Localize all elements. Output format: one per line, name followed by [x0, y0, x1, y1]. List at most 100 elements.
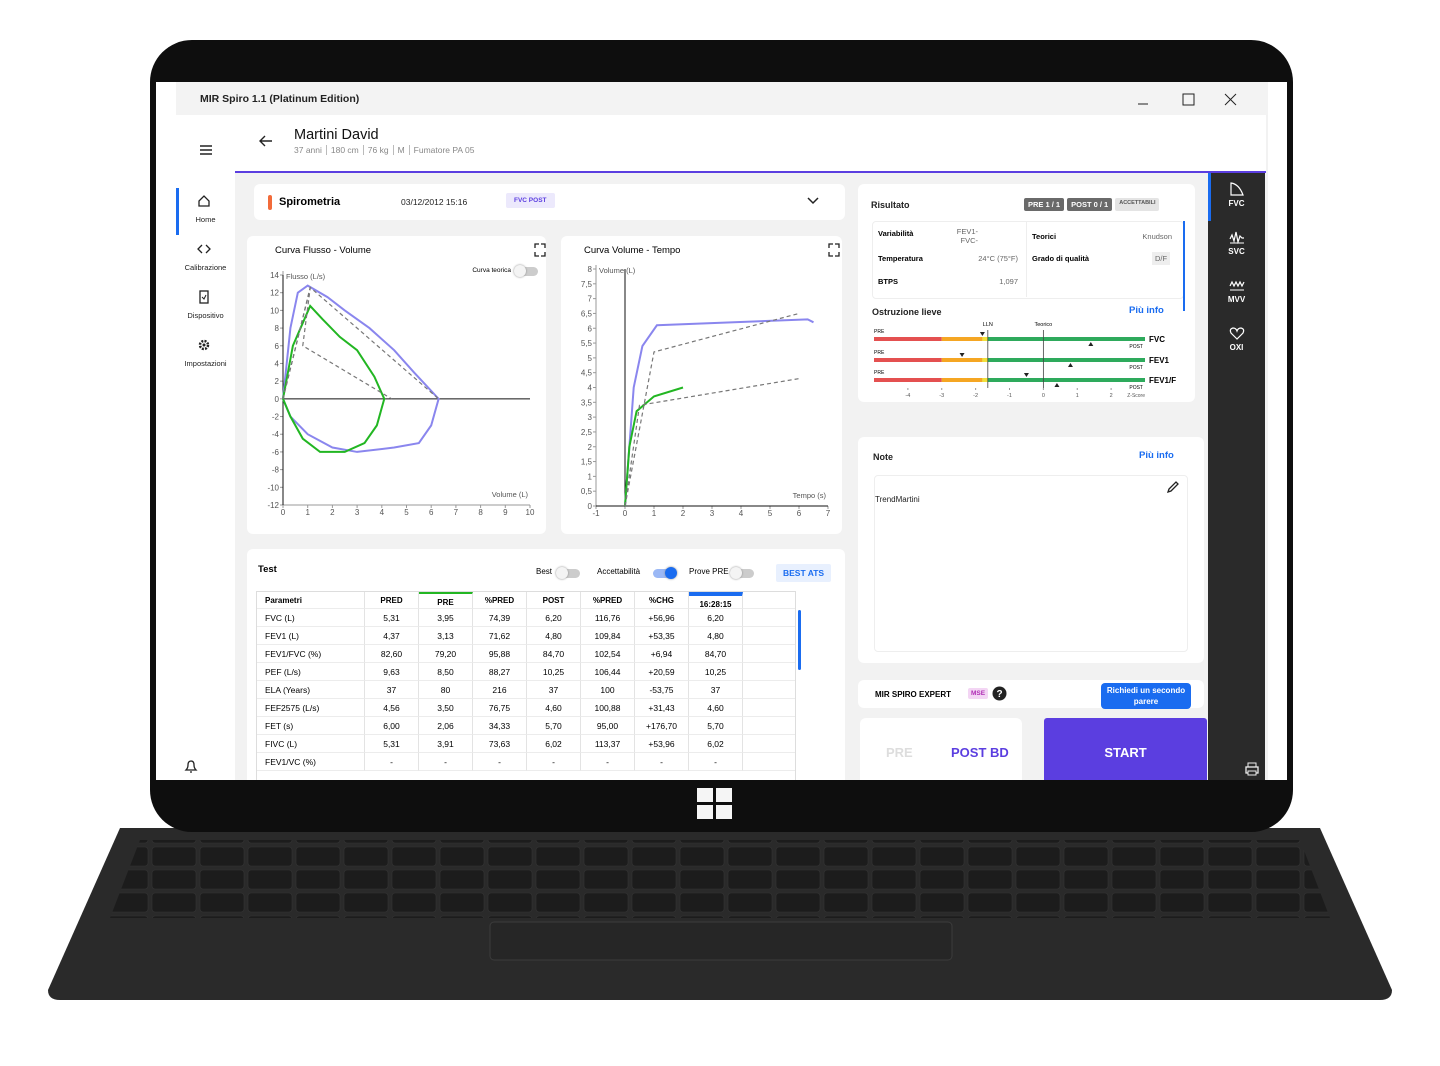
patient-name: Martini David — [294, 127, 379, 143]
bell-icon[interactable] — [184, 759, 198, 775]
z-row-label: FVC — [1149, 335, 1165, 344]
toggle[interactable] — [556, 567, 580, 579]
z-band-yellow — [982, 358, 988, 362]
tab-icon[interactable] — [1229, 230, 1245, 244]
table-cell: 116,76 — [581, 609, 635, 627]
nav-indicator — [176, 188, 179, 235]
x-tick-label: -1 — [592, 509, 600, 518]
table-cell: - — [527, 753, 581, 771]
pre-button[interactable]: PRE — [886, 745, 913, 760]
table-cell: +53,96 — [635, 735, 689, 753]
table-cell: 10,25 — [689, 663, 743, 681]
tab-icon[interactable] — [1229, 278, 1245, 292]
notes-box[interactable] — [874, 475, 1188, 652]
result-scrollbar — [1183, 221, 1185, 311]
tab-bar — [1208, 173, 1265, 780]
y-tick-label: 10 — [270, 306, 279, 315]
result-title: Risultato — [871, 200, 910, 210]
x-tick-label: 4 — [739, 509, 744, 518]
z-band-red — [874, 358, 942, 362]
table-cell: 37 — [365, 681, 419, 699]
table-cell: FVC (L) — [257, 609, 365, 627]
nav-label: Calibrazione — [184, 263, 227, 272]
table-cell — [743, 753, 795, 771]
table-cell: 3,50 — [419, 699, 473, 717]
table-cell: 10,25 — [527, 663, 581, 681]
expand-chevron[interactable] — [807, 197, 819, 205]
z-band-green — [987, 337, 1145, 341]
table-cell: - — [689, 753, 743, 771]
y-tick-label: 6 — [588, 324, 593, 333]
nav-icon[interactable] — [197, 338, 211, 352]
toggle[interactable] — [653, 567, 677, 579]
x-tick-label: 6 — [797, 509, 802, 518]
y-tick-label: 2 — [588, 443, 593, 452]
result-badge: POST 0 / 1 — [1067, 198, 1113, 211]
print-icon[interactable] — [1244, 762, 1260, 776]
z-post-marker — [1054, 383, 1060, 387]
z-band-orange — [941, 358, 983, 362]
table-cell: 106,44 — [581, 663, 635, 681]
edit-icon[interactable] — [1166, 480, 1180, 494]
back-arrow[interactable] — [259, 135, 273, 147]
x-tick-label: 2 — [330, 508, 335, 517]
x-axis-label: Volume (L) — [492, 490, 529, 499]
toggle-label: Best — [536, 567, 553, 576]
notes-link[interactable]: Più info — [1139, 450, 1174, 461]
table-cell: 8,50 — [419, 663, 473, 681]
z-post-label: POST — [1129, 344, 1143, 350]
z-band-red — [874, 378, 942, 382]
menu-icon[interactable] — [199, 144, 213, 156]
z-post-marker — [1088, 342, 1094, 346]
x-tick-label: 6 — [429, 508, 434, 517]
post-bd-button[interactable]: POST BD — [951, 745, 1009, 760]
nav-icon[interactable] — [197, 194, 211, 208]
table-header — [743, 592, 795, 609]
y-tick-label: -2 — [272, 413, 280, 422]
patient-detail: 37 anni — [294, 145, 322, 155]
z-band-green — [987, 358, 1145, 362]
y-tick-label: 8 — [275, 324, 280, 333]
table-cell: +176,70 — [635, 717, 689, 735]
tab-icon[interactable] — [1229, 326, 1245, 340]
toggle-curva-teorica[interactable] — [514, 265, 538, 277]
test-date: 03/12/2012 15:16 — [401, 197, 468, 207]
field-value: D/F — [1152, 252, 1170, 265]
table-cell — [743, 627, 795, 645]
nav-icon[interactable] — [197, 242, 211, 256]
table-cell — [743, 717, 795, 735]
z-reference-label: LLN — [983, 322, 993, 328]
header-line — [235, 171, 1266, 173]
result-link[interactable]: Più info — [1129, 305, 1164, 316]
y-tick-label: -10 — [267, 483, 279, 492]
table-cell: 79,20 — [419, 645, 473, 663]
tab-icon[interactable] — [1229, 182, 1245, 196]
table-cell: 3,91 — [419, 735, 473, 753]
result-badge: PRE 1 / 1 — [1024, 198, 1065, 211]
help-icon[interactable]: ? — [992, 686, 1007, 701]
window-controls[interactable] — [1131, 90, 1241, 110]
y-tick-label: 6,5 — [581, 309, 593, 318]
nav-label: Impostazioni — [184, 359, 227, 368]
toggle[interactable] — [730, 567, 754, 579]
x-tick-label: 2 — [681, 509, 686, 518]
chart-title: Curva Flusso - Volume — [275, 245, 371, 256]
z-axis-label: Z-Score — [1127, 393, 1145, 399]
table-cell: 6,00 — [365, 717, 419, 735]
table-cell: 6,02 — [689, 735, 743, 753]
fullscreen-icon[interactable] — [828, 243, 840, 257]
table-header: %PRED — [581, 592, 635, 609]
table-cell: +31,43 — [635, 699, 689, 717]
z-band-yellow — [982, 337, 988, 341]
nav-icon[interactable] — [197, 290, 211, 304]
expert-button[interactable]: Richiedi un secondo parere — [1101, 683, 1191, 709]
table-header: PRED — [365, 592, 419, 609]
fullscreen-icon[interactable] — [534, 243, 546, 257]
y-tick-label: 14 — [270, 271, 279, 280]
y-tick-label: 3 — [588, 413, 593, 422]
svg-text:?: ? — [996, 689, 1002, 700]
field-label: BTPS — [878, 277, 899, 286]
start-button[interactable]: START — [1104, 745, 1147, 760]
table-cell: 74,39 — [473, 609, 527, 627]
best-ats-button[interactable]: BEST ATS — [776, 564, 832, 582]
